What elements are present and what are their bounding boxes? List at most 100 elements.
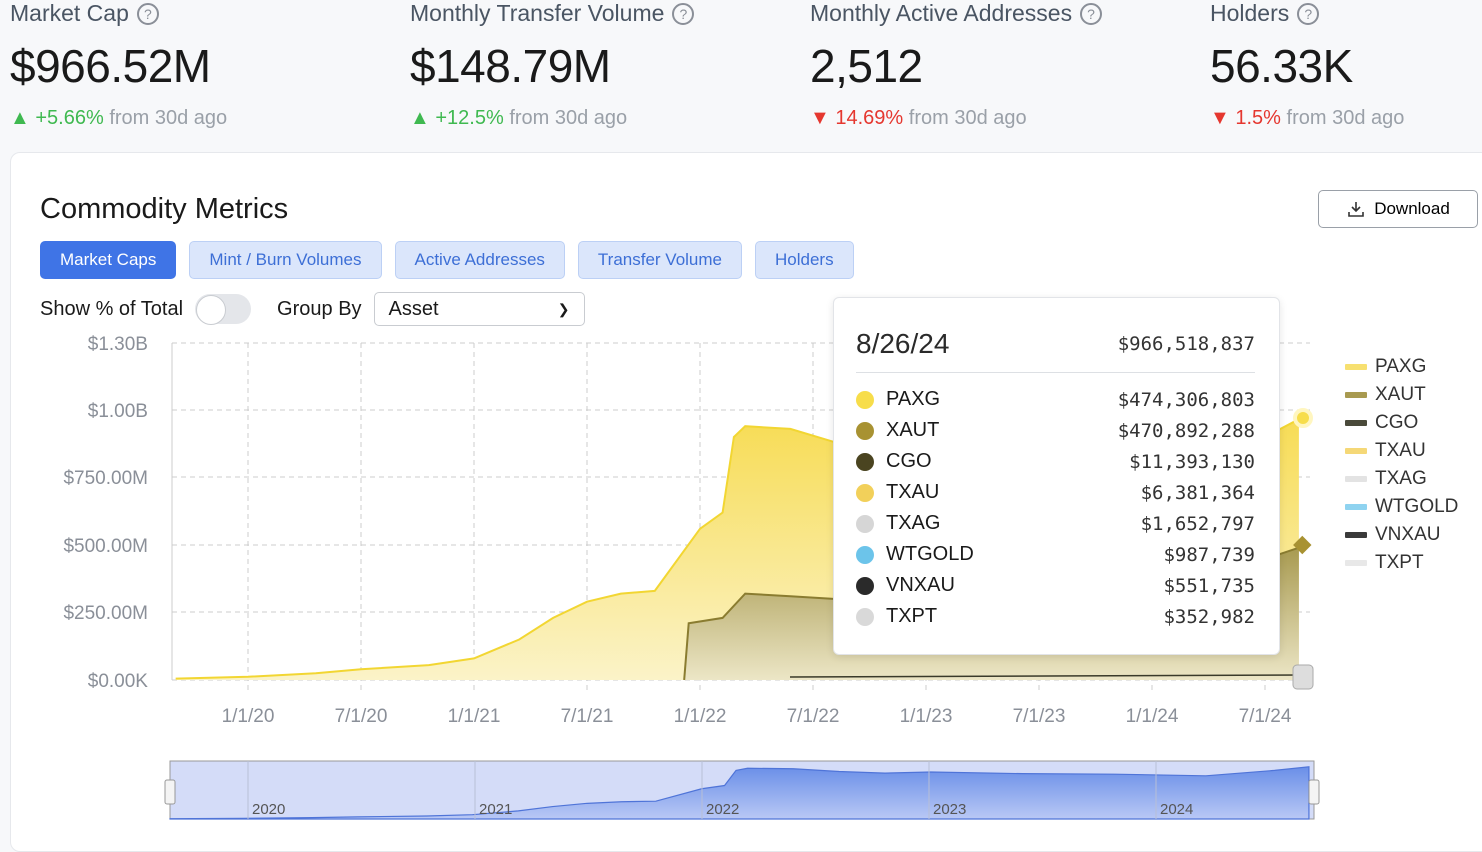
stat-card: Monthly Active Addresses? 2,512 ▼ 14.69%… bbox=[810, 0, 1103, 130]
tab-mint-burn-volumes[interactable]: Mint / Burn Volumes bbox=[189, 241, 382, 279]
tooltip-series-value: $352,982 bbox=[1163, 605, 1255, 628]
tab-market-caps[interactable]: Market Caps bbox=[40, 241, 177, 279]
tooltip-series-value: $470,892,288 bbox=[1117, 419, 1255, 442]
show-pct-label: Show % of Total bbox=[40, 297, 184, 320]
tooltip-date: 8/26/24 bbox=[856, 328, 950, 359]
stat-change: +12.5% bbox=[435, 107, 504, 129]
y-tick-label: $0.00K bbox=[88, 671, 149, 692]
x-tick-label: 7/1/21 bbox=[561, 706, 614, 727]
legend-swatch-icon bbox=[1345, 504, 1367, 510]
series-dot-icon bbox=[856, 607, 874, 626]
paxg-hover-marker bbox=[1293, 408, 1313, 428]
show-pct-toggle[interactable] bbox=[195, 294, 252, 325]
tab-active-addresses[interactable]: Active Addresses bbox=[394, 241, 565, 279]
tooltip-series-name: XAUT bbox=[886, 419, 940, 441]
legend-item[interactable]: WTGOLD bbox=[1345, 493, 1458, 521]
tooltip-row: CGO $11,393,130 bbox=[856, 450, 1255, 473]
stat-card: Market Cap? $966.52M ▲ +5.66% from 30d a… bbox=[10, 0, 227, 130]
legend-label: WTGOLD bbox=[1375, 496, 1459, 517]
stat-card: Holders? 56.33K ▼ 1.5% from 30d ago bbox=[1210, 0, 1404, 130]
metric-tabs: Market Caps Mint / Burn Volumes Active Add… bbox=[40, 241, 854, 279]
tooltip-series-value: $6,381,364 bbox=[1140, 481, 1255, 504]
legend-item[interactable]: TXAU bbox=[1345, 437, 1458, 465]
download-icon bbox=[1348, 202, 1364, 217]
tooltip-series-name: WTGOLD bbox=[886, 543, 974, 565]
legend-swatch-icon bbox=[1345, 532, 1367, 538]
navigator-tick-label: 2021 bbox=[479, 801, 512, 818]
arrow-up-icon: ▲ bbox=[10, 107, 30, 129]
chart-legend: PAXG XAUT CGO TXAU TXAG WTGOLD VNXAU TXPT bbox=[1345, 353, 1458, 577]
stat-change-suffix: from 30d ago bbox=[509, 107, 628, 129]
tooltip-series-name: TXAU bbox=[886, 481, 940, 503]
y-tick-label: $500.00M bbox=[63, 536, 148, 557]
navigator-tick-label: 2020 bbox=[252, 801, 285, 818]
series-dot-icon bbox=[856, 576, 874, 595]
legend-label: CGO bbox=[1375, 412, 1419, 433]
legend-label: TXAU bbox=[1375, 440, 1426, 461]
legend-label: TXAG bbox=[1375, 468, 1427, 489]
navigator-tick-label: 2024 bbox=[1160, 801, 1193, 818]
navigator-tick-label: 2023 bbox=[933, 801, 966, 818]
navigator-handle[interactable] bbox=[164, 779, 176, 805]
tooltip-series-name: CGO bbox=[886, 450, 932, 472]
xaut-hover-marker bbox=[1293, 535, 1312, 555]
legend-item[interactable]: TXPT bbox=[1345, 549, 1458, 577]
tooltip-series-value: $11,393,130 bbox=[1129, 450, 1255, 473]
help-icon[interactable]: ? bbox=[136, 2, 159, 25]
tooltip-row: VNXAU $551,735 bbox=[856, 574, 1255, 597]
x-tick-label: 1/1/21 bbox=[448, 706, 501, 727]
tooltip-row: TXPT $352,982 bbox=[856, 605, 1255, 628]
stat-change: 1.5% bbox=[1235, 107, 1281, 129]
navigator-tick-label: 2022 bbox=[706, 801, 739, 818]
stat-change-suffix: from 30d ago bbox=[1286, 107, 1405, 129]
stat-label: Monthly Active Addresses bbox=[810, 0, 1073, 26]
legend-item[interactable]: XAUT bbox=[1345, 381, 1458, 409]
legend-swatch-icon bbox=[1345, 476, 1367, 482]
stat-change-suffix: from 30d ago bbox=[109, 107, 228, 129]
legend-swatch-icon bbox=[1345, 560, 1367, 566]
series-dot-icon bbox=[856, 421, 874, 440]
x-tick-label: 7/1/20 bbox=[335, 706, 388, 727]
arrow-up-icon: ▲ bbox=[410, 107, 430, 129]
tooltip-row: TXAU $6,381,364 bbox=[856, 481, 1255, 504]
series-dot-icon bbox=[856, 390, 874, 409]
stat-label: Holders bbox=[1210, 0, 1290, 26]
help-icon[interactable]: ? bbox=[672, 2, 695, 25]
tooltip-row: TXAG $1,652,797 bbox=[856, 512, 1255, 535]
legend-item[interactable]: TXAG bbox=[1345, 465, 1458, 493]
series-dot-icon bbox=[856, 545, 874, 564]
tooltip-total: $966,518,837 bbox=[1117, 333, 1255, 355]
legend-item[interactable]: PAXG bbox=[1345, 353, 1458, 381]
tab-holders[interactable]: Holders bbox=[755, 241, 854, 279]
download-button[interactable]: Download bbox=[1318, 190, 1478, 228]
hover-marker bbox=[1292, 664, 1314, 690]
help-icon[interactable]: ? bbox=[1080, 2, 1103, 25]
tooltip-series-value: $1,652,797 bbox=[1140, 512, 1255, 535]
legend-item[interactable]: VNXAU bbox=[1345, 521, 1458, 549]
group-by-select[interactable]: Asset ❯ bbox=[373, 292, 585, 326]
tooltip-series-name: TXPT bbox=[886, 605, 938, 627]
stat-change: 14.69% bbox=[835, 107, 904, 129]
stat-value: 2,512 bbox=[810, 40, 923, 92]
legend-item[interactable]: CGO bbox=[1345, 409, 1458, 437]
stat-value: 56.33K bbox=[1210, 40, 1353, 92]
navigator-handle[interactable] bbox=[1308, 779, 1320, 805]
y-tick-label: $750.00M bbox=[63, 468, 148, 489]
tab-transfer-volume[interactable]: Transfer Volume bbox=[577, 241, 742, 279]
series-dot-icon bbox=[856, 483, 874, 502]
stat-value: $148.79M bbox=[410, 40, 611, 92]
tooltip-series-name: PAXG bbox=[886, 388, 941, 410]
tooltip-series-value: $474,306,803 bbox=[1117, 388, 1255, 411]
tooltip-series-value: $551,735 bbox=[1163, 574, 1255, 597]
series-dot-icon bbox=[856, 452, 874, 471]
card-title: Commodity Metrics bbox=[40, 193, 289, 225]
tooltip-series-name: VNXAU bbox=[886, 574, 955, 596]
stat-value: $966.52M bbox=[10, 40, 211, 92]
legend-swatch-icon bbox=[1345, 392, 1367, 398]
help-icon[interactable]: ? bbox=[1297, 2, 1320, 25]
tooltip-series-value: $987,739 bbox=[1163, 543, 1255, 566]
x-tick-label: 7/1/23 bbox=[1013, 706, 1066, 727]
stat-change: +5.66% bbox=[35, 107, 104, 129]
y-tick-label: $1.00B bbox=[88, 401, 148, 422]
legend-label: PAXG bbox=[1375, 356, 1427, 377]
